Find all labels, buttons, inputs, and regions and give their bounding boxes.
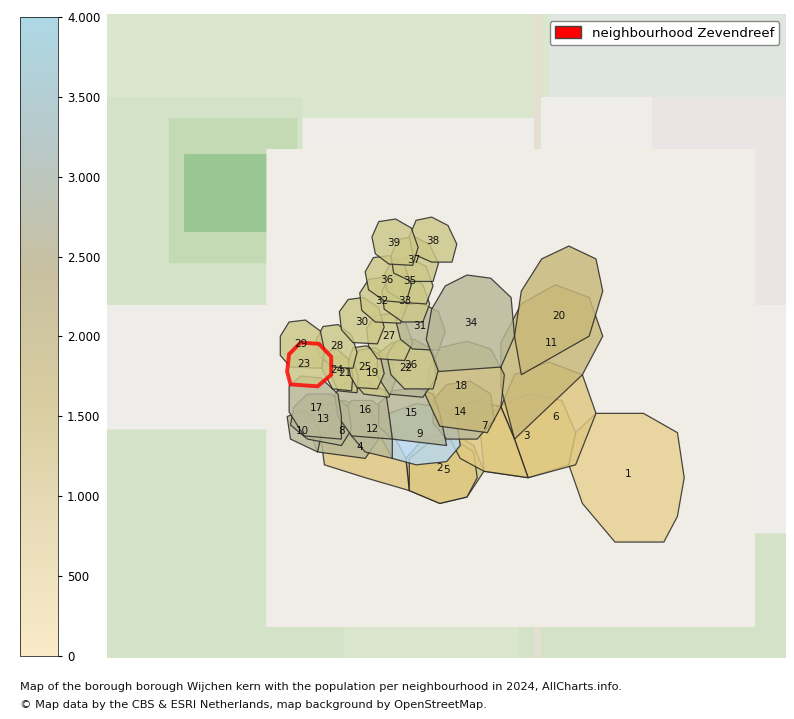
Text: 2: 2 [437, 463, 443, 473]
Polygon shape [379, 403, 461, 464]
Text: 22: 22 [399, 363, 413, 373]
Text: 4: 4 [357, 441, 363, 452]
Polygon shape [379, 388, 446, 446]
Polygon shape [334, 381, 392, 439]
Text: 32: 32 [376, 296, 389, 306]
Polygon shape [480, 394, 576, 477]
Polygon shape [341, 400, 392, 459]
Polygon shape [280, 320, 325, 368]
Text: 20: 20 [552, 311, 565, 321]
Text: 6: 6 [552, 411, 558, 421]
Text: 9: 9 [416, 429, 422, 439]
Polygon shape [352, 348, 395, 398]
Polygon shape [321, 413, 409, 490]
Polygon shape [365, 256, 411, 303]
Text: 31: 31 [413, 321, 426, 331]
Text: 35: 35 [403, 276, 416, 285]
Text: 12: 12 [365, 424, 379, 434]
Polygon shape [515, 246, 603, 375]
Legend: neighbourhood Zevendreef: neighbourhood Zevendreef [549, 21, 780, 45]
Polygon shape [569, 413, 684, 542]
Text: 3: 3 [523, 431, 530, 441]
Polygon shape [339, 298, 384, 344]
Polygon shape [322, 349, 353, 391]
Polygon shape [391, 237, 438, 281]
Polygon shape [367, 313, 413, 361]
Text: 5: 5 [443, 465, 450, 475]
Polygon shape [409, 439, 477, 503]
Text: 37: 37 [407, 255, 421, 265]
Text: 13: 13 [317, 413, 330, 423]
Polygon shape [501, 362, 596, 477]
Text: 30: 30 [355, 317, 368, 327]
Polygon shape [372, 219, 418, 265]
Polygon shape [287, 410, 321, 452]
Polygon shape [395, 303, 445, 350]
Polygon shape [406, 433, 484, 503]
Text: 25: 25 [359, 362, 372, 372]
Text: 28: 28 [330, 342, 343, 352]
Text: 17: 17 [310, 403, 323, 413]
Polygon shape [433, 381, 494, 439]
Polygon shape [287, 342, 331, 386]
Polygon shape [426, 275, 515, 372]
Polygon shape [289, 376, 341, 439]
Text: 16: 16 [359, 405, 372, 415]
Polygon shape [384, 257, 433, 304]
Polygon shape [501, 285, 603, 439]
Polygon shape [382, 275, 430, 322]
Text: 29: 29 [294, 339, 307, 349]
Text: 36: 36 [380, 275, 394, 285]
Text: Map of the borough borough Wijchen kern with the population per neighbourhood in: Map of the borough borough Wijchen kern … [20, 682, 622, 692]
Text: 14: 14 [453, 407, 467, 417]
Text: 15: 15 [405, 408, 418, 418]
Text: 1: 1 [625, 470, 632, 480]
Text: 23: 23 [298, 360, 310, 370]
Text: 39: 39 [387, 238, 400, 248]
Polygon shape [446, 400, 528, 477]
Text: 7: 7 [480, 421, 488, 431]
Polygon shape [377, 342, 437, 398]
Text: 10: 10 [296, 426, 310, 436]
Polygon shape [291, 394, 352, 446]
Polygon shape [349, 346, 384, 389]
Text: 27: 27 [382, 331, 395, 341]
Text: 19: 19 [365, 368, 379, 378]
Polygon shape [360, 277, 407, 324]
Text: 21: 21 [338, 368, 352, 378]
Polygon shape [307, 400, 379, 459]
Polygon shape [409, 217, 457, 262]
Text: 8: 8 [338, 426, 345, 436]
Text: 11: 11 [545, 337, 558, 347]
Text: 24: 24 [330, 365, 343, 375]
Text: © Map data by the CBS & ESRI Netherlands, map background by OpenStreetMap.: © Map data by the CBS & ESRI Netherlands… [20, 700, 487, 710]
Text: 18: 18 [455, 381, 468, 391]
Text: 33: 33 [398, 296, 411, 306]
Text: 34: 34 [464, 319, 477, 329]
Polygon shape [316, 324, 357, 368]
Text: 38: 38 [426, 236, 440, 246]
Text: 26: 26 [405, 360, 418, 370]
Polygon shape [425, 342, 504, 433]
Polygon shape [331, 355, 358, 393]
Polygon shape [387, 339, 438, 389]
